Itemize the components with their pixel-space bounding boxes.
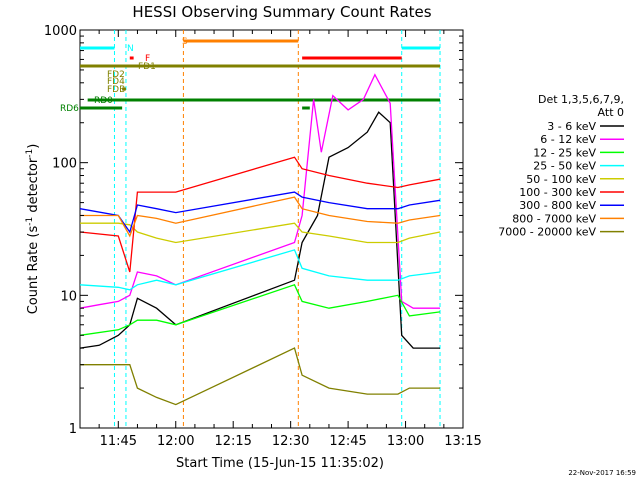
x-tick-label-1: 12:00 — [157, 434, 194, 449]
flag-label-rd0: RD0 — [94, 96, 113, 106]
y-axis-label: Count Rate (s-1 detector-1) — [25, 144, 41, 315]
series-line-5 — [79, 156, 441, 273]
legend-label-6: 300 - 800 keV — [519, 199, 596, 212]
x-tick-label-0: 11:45 — [100, 434, 137, 449]
legend-label-8: 7000 - 20000 keV — [498, 226, 596, 239]
timestamp: 22-Nov-2017 16:59 — [568, 469, 636, 477]
flag-label-f: F — [145, 54, 150, 64]
legend-label-3: 25 - 50 keV — [533, 160, 596, 173]
series-line-2 — [79, 283, 441, 336]
x-tick-label-5: 13:00 — [387, 434, 424, 449]
series-line-1 — [79, 73, 440, 309]
plot-area — [79, 29, 464, 429]
series-layer — [79, 73, 441, 406]
legend-label-0: 3 - 6 keV — [547, 120, 596, 133]
y-tick-label-0: 1 — [69, 422, 77, 437]
vlines-layer — [113, 30, 441, 428]
flag-label-fdb: FDB — [107, 85, 125, 95]
series-line-8 — [80, 347, 440, 406]
series-line-4 — [80, 222, 441, 244]
series-line-0 — [79, 111, 440, 349]
y-tick-label-3: 1000 — [44, 24, 77, 39]
legend-label-1: 6 - 12 keV — [540, 133, 596, 146]
flag-label-s: S — [182, 37, 188, 47]
chart-title: HESSI Observing Summary Count Rates — [132, 3, 431, 21]
legend-label-2: 12 - 25 keV — [533, 146, 596, 159]
flag-label-rd6: RD6 — [60, 104, 79, 114]
series-line-7 — [80, 196, 441, 238]
flag-label-fd1: FD1 — [138, 62, 156, 72]
legend-header-line-1: Det 1,3,5,6,7,9, — [538, 93, 624, 106]
axes-layer: 11:45 12:00 12:15 12:30 12:45 13:00 13:15 1 10 10… — [44, 24, 482, 449]
series-line-3 — [79, 249, 441, 291]
flag-label-fd4: FD4 — [107, 77, 125, 87]
x-tick-label-6: 13:15 — [444, 434, 481, 449]
legend-label-5: 100 - 300 keV — [519, 186, 596, 199]
y-tick-label-2: 100 — [52, 157, 77, 172]
legend-label-4: 50 - 100 keV — [526, 173, 596, 186]
flag-label-fd2: FD2 — [107, 70, 125, 80]
series-line-6 — [79, 191, 441, 234]
x-tick-label-4: 12:45 — [329, 434, 366, 449]
x-tick-label-2: 12:15 — [214, 434, 251, 449]
x-tick-label-3: 12:30 — [272, 434, 309, 449]
x-axis-label: Start Time (15-Jun-15 11:35:02) — [176, 456, 384, 471]
legend-header-line-2: Att 0 — [598, 106, 624, 119]
legend-label-7: 800 - 7000 keV — [512, 212, 596, 225]
flag-label-n: N — [127, 44, 134, 54]
y-tick-label-1: 10 — [60, 289, 77, 304]
